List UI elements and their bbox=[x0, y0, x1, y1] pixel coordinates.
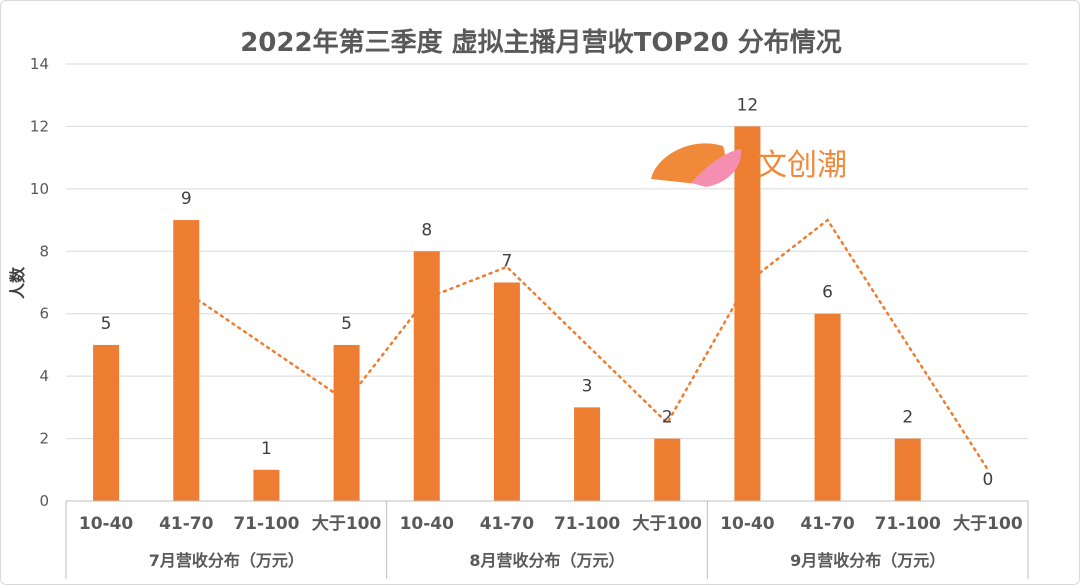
data-label: 0 bbox=[983, 470, 994, 490]
logo-pink-shape-icon bbox=[691, 149, 742, 187]
x-category-label: 大于100 bbox=[312, 513, 382, 534]
bar bbox=[333, 344, 360, 501]
bar bbox=[894, 438, 921, 501]
trendline-path bbox=[185, 218, 990, 472]
y-tick-label: 2 bbox=[39, 430, 49, 448]
y-tick-label: 6 bbox=[39, 305, 49, 323]
x-category-label: 41-70 bbox=[800, 514, 855, 534]
bar bbox=[574, 407, 601, 501]
bar bbox=[93, 344, 120, 501]
y-tick-label: 14 bbox=[30, 55, 49, 73]
watermark-logo: 文创潮 bbox=[651, 143, 847, 187]
data-label: 5 bbox=[341, 314, 352, 334]
bar bbox=[814, 313, 841, 501]
y-tick-label: 4 bbox=[39, 367, 49, 385]
x-category-label: 71-100 bbox=[233, 514, 299, 534]
data-label: 5 bbox=[101, 314, 112, 334]
trendline bbox=[185, 218, 990, 472]
x-group-label: 7月营收分布（万元） bbox=[149, 551, 304, 570]
data-label: 2 bbox=[662, 408, 673, 428]
x-category-label: 71-100 bbox=[875, 514, 941, 534]
logo-text: 文创潮 bbox=[757, 148, 847, 183]
bar bbox=[654, 438, 681, 501]
data-label: 7 bbox=[502, 252, 513, 272]
x-group-label: 8月营收分布（万元） bbox=[469, 551, 624, 570]
chart-title: 2022年第三季度 虚拟主播月营收TOP20 分布情况 bbox=[240, 27, 842, 58]
y-tick-label: 10 bbox=[30, 180, 49, 198]
bar bbox=[253, 469, 280, 501]
bars bbox=[93, 126, 921, 502]
x-category-label: 41-70 bbox=[480, 514, 535, 534]
data-label: 1 bbox=[261, 439, 272, 459]
y-tick-label: 8 bbox=[39, 242, 49, 260]
data-labels: 5 9 1 5 8 7 3 2 12 6 2 0 bbox=[101, 95, 994, 490]
data-label: 12 bbox=[737, 95, 759, 115]
x-category-label: 71-100 bbox=[554, 514, 620, 534]
x-category-label: 10-40 bbox=[400, 514, 455, 534]
x-axis: 10-40 41-70 71-100 大于100 7月营收分布（万元） 10-40 41-7… bbox=[65, 500, 1029, 579]
x-group-label: 9月营收分布（万元） bbox=[790, 551, 945, 570]
data-label: 3 bbox=[582, 376, 593, 396]
bar bbox=[413, 251, 440, 501]
bar bbox=[734, 126, 761, 501]
data-label: 2 bbox=[902, 408, 913, 428]
x-category-label: 10-40 bbox=[79, 514, 134, 534]
x-category-label: 10-40 bbox=[720, 514, 775, 534]
bar bbox=[173, 220, 200, 502]
data-label: 6 bbox=[822, 283, 833, 303]
x-category-label: 大于100 bbox=[633, 513, 703, 534]
y-axis-label: 人数 bbox=[8, 266, 27, 299]
data-label: 9 bbox=[181, 189, 192, 209]
y-tick-label: 12 bbox=[30, 117, 49, 135]
x-category-label: 大于100 bbox=[953, 513, 1023, 534]
data-label: 8 bbox=[421, 220, 432, 240]
y-tick-label: 0 bbox=[39, 492, 49, 510]
bar bbox=[493, 282, 520, 501]
x-category-label: 41-70 bbox=[159, 514, 214, 534]
